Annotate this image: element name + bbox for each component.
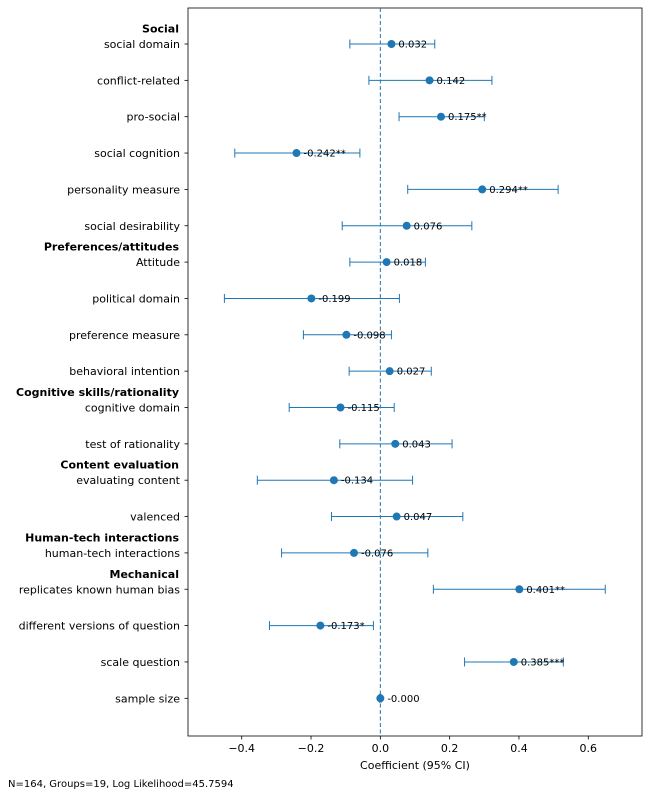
coefficient-point	[329, 476, 338, 485]
row-label: test of rationality	[85, 438, 180, 451]
x-tick-label: 0.0	[372, 742, 390, 755]
coefficient-point	[382, 258, 391, 267]
coefficient-point	[478, 185, 487, 194]
coefficient-point	[292, 149, 301, 158]
x-tick-label: −0.4	[228, 742, 255, 755]
coefficient-label: 0.175**	[448, 112, 487, 123]
row-label: human-tech interactions	[45, 547, 180, 560]
coefficient-point	[436, 112, 445, 121]
group-label: Social	[142, 23, 179, 36]
model-footnote: N=164, Groups=19, Log Likelihood=45.7594	[8, 779, 234, 790]
x-tick-label: 0.6	[580, 742, 598, 755]
group-label: Preferences/attitudes	[44, 241, 180, 254]
coefficient-label: 0.076	[414, 221, 443, 232]
group-label: Cognitive skills/rationality	[16, 386, 179, 399]
coefficient-point	[392, 512, 401, 521]
coefficient-label: -0.076	[361, 548, 393, 559]
row-label: social domain	[104, 38, 180, 51]
coefficient-point	[509, 657, 518, 666]
coefficient-label: -0.199	[318, 294, 350, 305]
coefficient-label: -0.173*	[327, 621, 364, 632]
row-label: valenced	[130, 511, 180, 524]
coefficient-label: 0.294**	[489, 185, 528, 196]
coefficient-point	[515, 585, 524, 594]
coefficient-label: 0.032	[398, 40, 427, 51]
coefficient-point	[425, 76, 434, 85]
coefficient-label: 0.027	[397, 367, 426, 378]
coefficient-point	[376, 694, 385, 703]
plot-frame	[187, 7, 643, 737]
coefficient-label: -0.242**	[303, 149, 345, 160]
row-label: scale question	[101, 656, 180, 669]
row-label: social desirability	[84, 220, 180, 233]
coefficient-label: -0.115	[347, 403, 379, 414]
row-label: sample size	[115, 692, 180, 705]
coefficient-label: -0.098	[353, 330, 385, 341]
coefficient-point	[391, 439, 400, 448]
row-label: political domain	[92, 292, 180, 305]
group-label: Human-tech interactions	[25, 531, 179, 544]
coefficient-point	[342, 330, 351, 339]
group-label: Content evaluation	[60, 459, 179, 472]
coefficient-point	[350, 548, 359, 557]
x-tick-label: 0.2	[441, 742, 459, 755]
x-tick-label: 0.4	[510, 742, 528, 755]
row-label: Attitude	[136, 256, 180, 269]
row-label: personality measure	[67, 183, 180, 196]
coefficient-label: 0.401**	[526, 585, 565, 596]
row-label: cognitive domain	[85, 402, 180, 415]
row-label: conflict-related	[97, 74, 180, 87]
row-label: behavioral intention	[69, 365, 180, 378]
row-label: replicates known human bias	[19, 583, 180, 596]
x-axis-label: Coefficient (95% CI)	[360, 759, 470, 772]
coefficient-point	[316, 621, 325, 630]
coefficient-label: 0.018	[394, 258, 423, 269]
coefficient-point	[307, 294, 316, 303]
coefficient-label: -0.134	[341, 476, 373, 487]
coefficient-label: 0.047	[404, 512, 433, 523]
coefficient-point	[336, 403, 345, 412]
row-label: different versions of question	[19, 620, 180, 633]
coefficient-point	[387, 40, 396, 48]
coefficient-label: 0.385***	[521, 657, 565, 668]
row-label: social cognition	[94, 147, 180, 160]
x-tick-label: −0.2	[298, 742, 325, 755]
row-label: preference measure	[69, 329, 180, 342]
row-label: evaluating content	[76, 474, 180, 487]
coefficient-point	[385, 367, 394, 376]
row-label: pro-social	[126, 111, 180, 124]
group-label: Mechanical	[110, 568, 180, 581]
coefficient-label: 0.043	[402, 439, 431, 450]
coefficient-label: 0.142	[437, 76, 466, 87]
coefficient-label: -0.000	[387, 694, 419, 705]
coefficient-point	[402, 221, 411, 230]
